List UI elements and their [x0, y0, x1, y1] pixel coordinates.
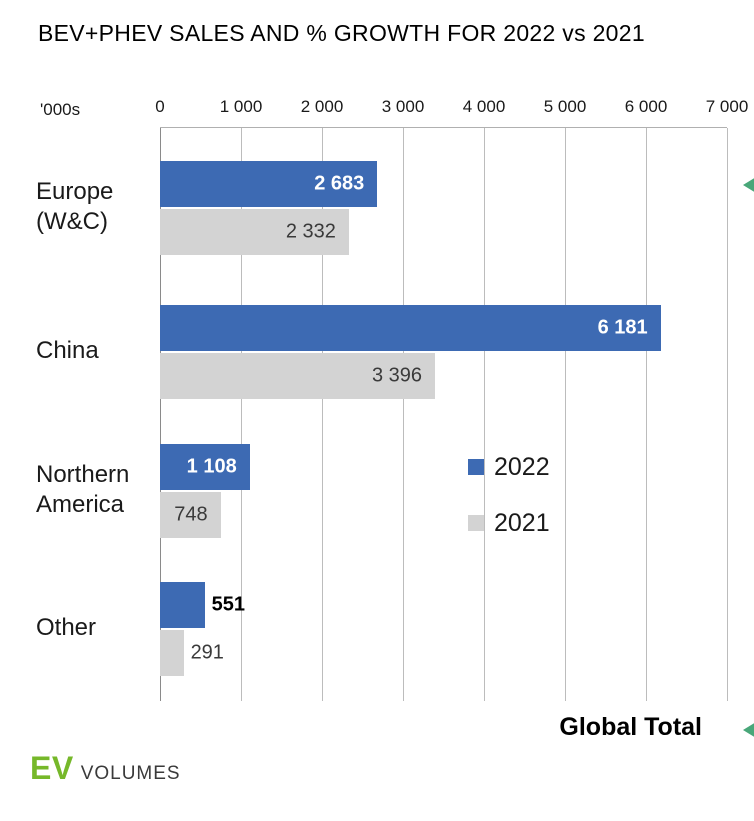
category-label-china: China [36, 337, 99, 364]
gridline [241, 128, 242, 701]
x-tick-label: 5 000 [543, 97, 587, 116]
bar-2022-northern-america: 1 108 [160, 444, 250, 490]
growth-arrow-fragment-bottom-icon [743, 722, 754, 738]
x-tick-label: 3 000 [381, 97, 425, 116]
gridline [403, 128, 404, 701]
legend-swatch-2021 [468, 515, 484, 531]
category-axis-line [160, 128, 161, 701]
x-tick-label: 4 000 [462, 97, 506, 116]
axis-unit-label: '000s [40, 100, 81, 119]
x-tick-label: 2 000 [300, 97, 344, 116]
gridline [646, 128, 647, 701]
x-tick-label: 0 [155, 97, 165, 116]
growth-arrow-fragment-top-icon [743, 177, 754, 193]
x-tick-label: 6 000 [624, 97, 668, 116]
x-axis-ticks: 0 1 000 2 000 3 000 4 000 5 000 6 000 7 000 [155, 97, 748, 121]
bar-2021-europe-w-c-: 2 332 [160, 209, 349, 255]
value-label-2021-3: 291 [190, 641, 224, 664]
global-total-label: Global Total [559, 713, 702, 741]
legend-label-2022: 2022 [494, 452, 550, 481]
category-label-europe-w-c-: Europe (W&C) [36, 178, 114, 235]
logo-volumes-text: VOLUMES [80, 763, 181, 784]
value-label-2022-2: 1 108 [186, 455, 237, 478]
legend-item-2022: 2022 [468, 452, 550, 482]
legend-swatch-2022 [468, 459, 484, 475]
x-tick-label: 7 000 [705, 97, 749, 116]
value-label-2022-3: 551 [211, 593, 245, 616]
bar-2021-other: 291 [160, 630, 224, 676]
logo-ev-text: EV [30, 750, 74, 786]
bar-2021-china: 3 396 [160, 353, 436, 399]
category-label-other: Other [36, 614, 97, 641]
chart-title: BEV+PHEV SALES AND % GROWTH FOR 2022 vs … [38, 20, 645, 46]
gridline [484, 128, 485, 701]
bar-2022-china: 6 181 [160, 305, 661, 351]
ev-volumes-logo: EV VOLUMES [30, 750, 181, 787]
plot-area: 2 683 2 332 6 181 3 396 1 108 748 551 291 [160, 127, 728, 701]
value-label-2021-2: 748 [174, 503, 208, 526]
gridline [565, 128, 566, 701]
category-axis: Europe (W&C) China Northern America Other [36, 127, 156, 700]
bar-2022-other: 551 [160, 582, 245, 628]
gridline [322, 128, 323, 701]
gridline [727, 128, 728, 701]
legend-label-2021: 2021 [494, 508, 550, 537]
legend-item-2021: 2021 [468, 508, 550, 538]
bar-2021-northern-america: 748 [160, 492, 221, 538]
bar-2022-europe-w-c-: 2 683 [160, 161, 378, 207]
value-label-2021-1: 3 396 [372, 364, 423, 387]
value-label-2022-0: 2 683 [314, 172, 365, 195]
category-label-northern-america: Northern America [36, 461, 130, 518]
x-tick-label: 1 000 [219, 97, 263, 116]
legend: 2022 2021 [468, 452, 550, 564]
value-label-2022-1: 6 181 [597, 316, 648, 339]
value-label-2021-0: 2 332 [285, 220, 336, 243]
